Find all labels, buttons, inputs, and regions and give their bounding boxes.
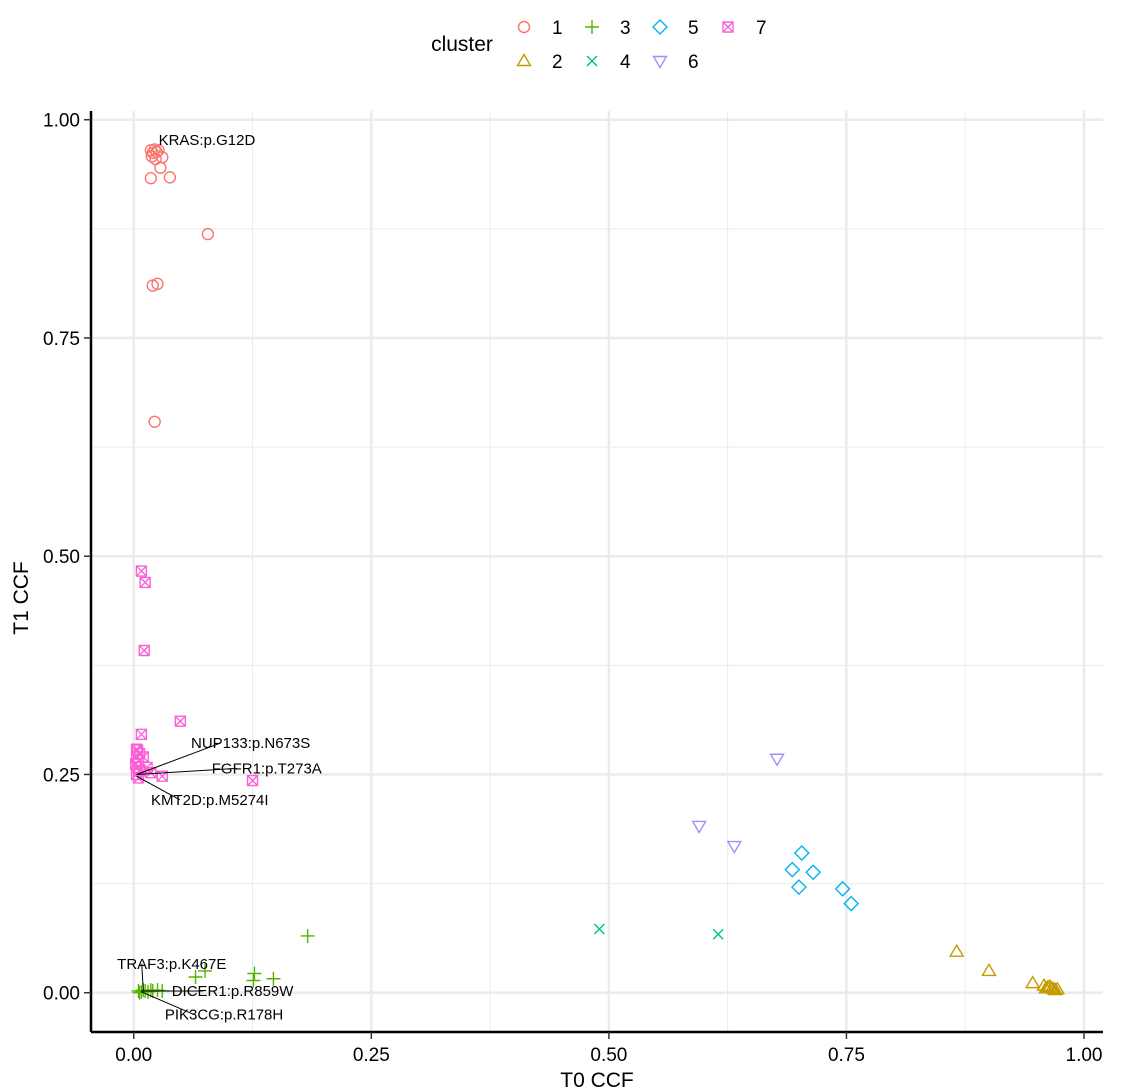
legend-items: 1 2 3 4 5 6 7 — [516, 18, 767, 73]
point-cluster-3 — [198, 963, 213, 978]
point-cluster-2 — [1024, 975, 1041, 989]
label-leader-line — [141, 991, 195, 1015]
x-tick-label: 0.75 — [828, 1045, 865, 1066]
label-leader-line — [136, 767, 237, 775]
legend-label-2: 2 — [552, 52, 563, 73]
point-cluster-5 — [834, 880, 851, 897]
point-cluster-2 — [1049, 981, 1066, 995]
y-tick-label: 0.75 — [43, 329, 80, 350]
point-cluster-3 — [188, 970, 203, 985]
point-label: FGFR1:p.T273A — [212, 760, 322, 777]
point-labels: KRAS:p.G12D NUP133:p.N673S FGFR1:p.T273A KM… — [117, 132, 322, 1024]
point-cluster-7 — [139, 576, 151, 589]
legend-label-7: 7 — [756, 18, 767, 39]
point-cluster-1 — [154, 161, 167, 174]
label-leader-line — [136, 742, 221, 775]
point-label: KRAS:p.G12D — [159, 132, 256, 149]
x-tick-label: 0.50 — [590, 1045, 627, 1066]
y-tick-label: 0.00 — [43, 984, 80, 1005]
legend-key-4 — [586, 55, 598, 67]
legend-key-7 — [722, 21, 734, 33]
point-label: NUP133:p.N673S — [191, 735, 310, 752]
y-tick-label: 0.25 — [43, 765, 80, 786]
point-cluster-3 — [247, 966, 262, 981]
point-cluster-3 — [266, 971, 281, 986]
point-cluster-1 — [151, 277, 164, 291]
point-label: PIK3CG:p.R178H — [165, 1007, 283, 1024]
point-cluster-4 — [712, 928, 724, 940]
data-points — [129, 143, 1066, 1000]
point-cluster-5 — [843, 895, 860, 912]
legend-key-5 — [652, 19, 668, 35]
x-axis-label: T0 CCF — [560, 1069, 634, 1087]
legend-label-5: 5 — [688, 18, 699, 39]
point-cluster-2 — [1038, 980, 1054, 994]
point-label: KMT2D:p.M5274I — [151, 792, 269, 809]
legend-key-6 — [652, 55, 668, 69]
point-cluster-6 — [769, 753, 785, 767]
point-cluster-1 — [152, 144, 165, 157]
point-cluster-3 — [300, 928, 315, 943]
legend: cluster 1 2 3 4 5 6 7 — [431, 18, 767, 73]
axes: 0.00 0.25 0.50 0.75 1.00 0.00 0.25 0.50 0.75 1.00 — [43, 111, 1103, 1066]
point-cluster-1 — [144, 172, 158, 185]
label-leader-line — [136, 775, 181, 801]
legend-key-3 — [585, 20, 599, 34]
legend-label-4: 4 — [620, 52, 631, 73]
point-cluster-4 — [593, 923, 605, 935]
point-cluster-2 — [981, 963, 997, 977]
point-cluster-7 — [137, 751, 149, 763]
legend-key-1 — [517, 20, 531, 34]
point-cluster-7 — [138, 644, 150, 657]
point-cluster-5 — [790, 879, 807, 896]
point-cluster-2 — [948, 943, 965, 957]
point-cluster-5 — [805, 864, 822, 881]
legend-title: cluster — [431, 33, 493, 56]
legend-label-3: 3 — [620, 18, 631, 39]
legend-label-6: 6 — [688, 52, 699, 73]
legend-label-1: 1 — [552, 18, 563, 39]
point-cluster-7 — [135, 565, 148, 577]
x-tick-label: 1.00 — [1066, 1045, 1103, 1066]
point-cluster-2 — [1047, 982, 1064, 996]
point-cluster-1 — [163, 171, 177, 184]
y-tick-label: 0.50 — [43, 547, 80, 568]
point-cluster-6 — [691, 820, 707, 834]
point-label: DICER1:p.R859W — [172, 983, 295, 1000]
label-leader-line — [141, 963, 144, 991]
point-cluster-6 — [726, 840, 743, 854]
point-cluster-2 — [1042, 978, 1058, 992]
point-cluster-1 — [148, 415, 161, 428]
point-cluster-1 — [201, 227, 215, 241]
point-label: TRAF3:p.K467E — [117, 956, 226, 973]
legend-key-2 — [516, 53, 532, 67]
point-cluster-7 — [246, 774, 259, 787]
grid — [91, 111, 1103, 1032]
y-tick-label: 1.00 — [43, 111, 80, 132]
y-axis-label: T1 CCF — [10, 561, 33, 635]
point-cluster-7 — [174, 715, 187, 727]
x-tick-label: 0.25 — [353, 1045, 390, 1066]
x-tick-label: 0.00 — [115, 1045, 152, 1066]
point-cluster-3 — [246, 973, 261, 988]
point-cluster-7 — [135, 728, 148, 741]
point-cluster-5 — [793, 845, 810, 862]
point-cluster-5 — [784, 861, 801, 878]
